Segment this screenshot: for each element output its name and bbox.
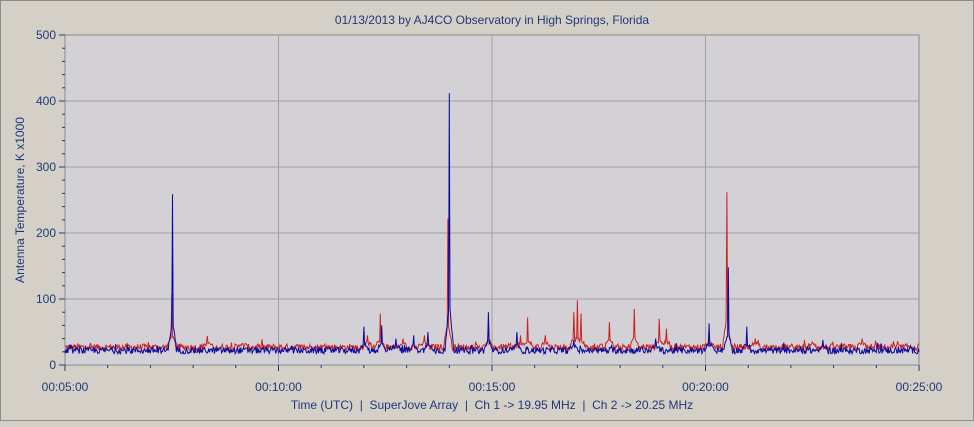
- y-tick-label: 500: [36, 28, 56, 42]
- y-tick-label: 300: [36, 160, 56, 174]
- x-tick-label: 00:15:00: [469, 380, 516, 394]
- x-tick-label: 00:20:00: [682, 380, 729, 394]
- y-tick-label: 200: [36, 226, 56, 240]
- y-tick-label: 0: [49, 358, 56, 372]
- axes: 00:05:00 00:10:00 00:15:00 00:20:00 00:25:00…: [36, 28, 943, 394]
- x-tick-label: 00:10:00: [255, 380, 302, 394]
- series-line-2: [64, 93, 920, 356]
- grid-lines: [65, 35, 919, 365]
- y-tick-label: 100: [36, 292, 56, 306]
- y-tick-label: 400: [36, 94, 56, 108]
- series-lines: [64, 93, 920, 356]
- y-axis-label: Antenna Temperature, K x1000: [13, 117, 27, 283]
- x-axis-label: Time (UTC) | SuperJove Array | Ch 1 -> 1…: [291, 398, 693, 412]
- chart-title: 01/13/2013 by AJ4CO Observatory in High …: [335, 13, 649, 27]
- x-tick-label: 00:25:00: [896, 380, 943, 394]
- x-tick-label: 00:05:00: [42, 380, 89, 394]
